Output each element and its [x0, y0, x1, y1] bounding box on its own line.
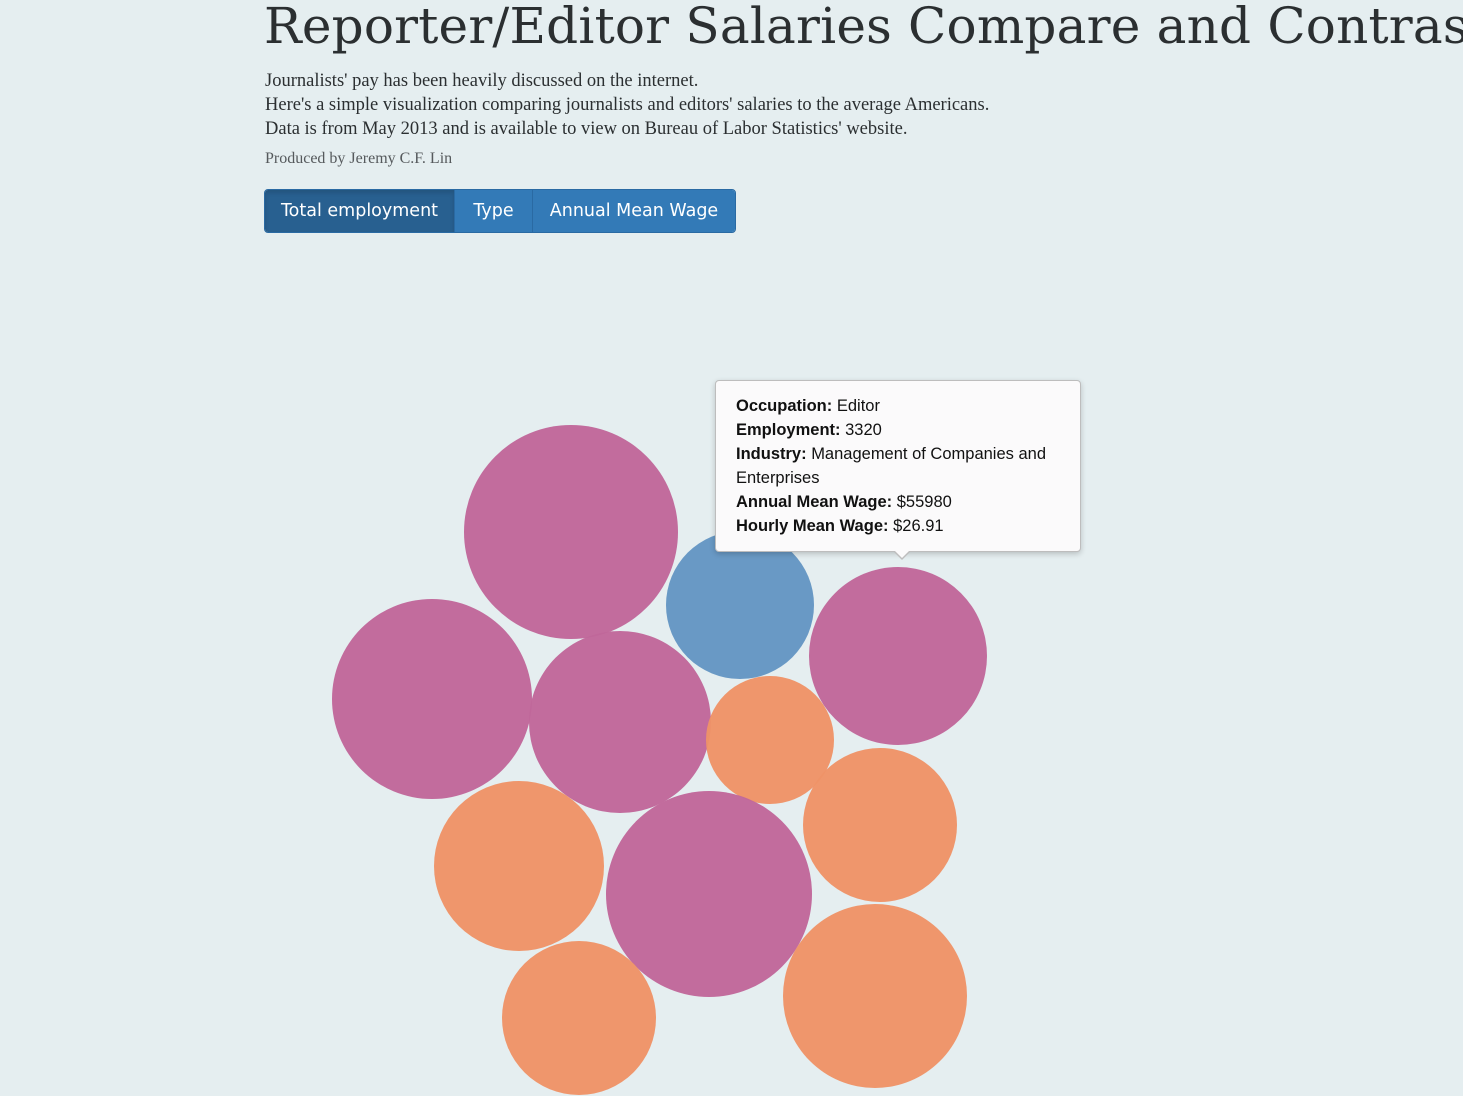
intro-line-1: Journalists' pay has been heavily discus…	[265, 71, 699, 91]
tooltip-pointer-fill	[894, 550, 910, 558]
tooltip-occupation-label: Occupation:	[736, 397, 833, 415]
bubble-magenta-1[interactable]	[464, 425, 678, 639]
bubble-orange-11[interactable]	[783, 904, 967, 1088]
intro-text: Journalists' pay has been heavily discus…	[265, 69, 989, 141]
bubble-orange-10[interactable]	[502, 941, 656, 1095]
bubble-blue-2[interactable]	[666, 531, 814, 679]
tooltip-employment-value: 3320	[845, 421, 882, 439]
tooltip-hourly-label: Hourly Mean Wage:	[736, 517, 889, 535]
bubble-magenta-3[interactable]	[332, 599, 532, 799]
grouping-button-group: Total employment Type Annual Mean Wage	[264, 189, 736, 233]
page-title: Reporter/Editor Salaries Compare and Con…	[264, 0, 1463, 55]
total-employment-button[interactable]: Total employment	[265, 190, 455, 232]
bubble-orange-9[interactable]	[803, 748, 957, 902]
tooltip-annual-value: $55980	[896, 493, 952, 511]
tooltip-industry-value: Management of Companies and Enterprises	[736, 445, 1046, 487]
tooltip-occupation-value: Editor	[836, 397, 880, 415]
bubble-orange-6[interactable]	[706, 676, 834, 804]
type-button[interactable]: Type	[455, 190, 533, 232]
bubble-magenta-5[interactable]	[809, 567, 987, 745]
tooltip-employment: Employment: 3320	[736, 418, 1060, 442]
tooltip-hourly-wage: Hourly Mean Wage: $26.91	[736, 514, 1060, 538]
tooltip-hourly-value: $26.91	[893, 517, 944, 535]
tooltip-employment-label: Employment:	[736, 421, 841, 439]
bubble-magenta-4[interactable]	[529, 631, 711, 813]
tooltip-industry-label: Industry:	[736, 445, 807, 463]
intro-line-2: Here's a simple visualization comparing …	[265, 95, 990, 115]
intro-line-3: Data is from May 2013 and is available t…	[265, 119, 908, 139]
tooltip-industry: Industry: Management of Companies and En…	[736, 442, 1060, 490]
tooltip-annual-wage: Annual Mean Wage: $55980	[736, 490, 1060, 514]
bubble-orange-7[interactable]	[434, 781, 604, 951]
bubble-tooltip: Occupation: Editor Employment: 3320 Indu…	[715, 380, 1081, 560]
bubble-magenta-8[interactable]	[606, 791, 812, 997]
author-credit: Produced by Jeremy C.F. Lin	[265, 150, 453, 167]
tooltip-annual-label: Annual Mean Wage:	[736, 493, 893, 511]
tooltip-occupation: Occupation: Editor	[736, 394, 1060, 418]
annual-mean-wage-button[interactable]: Annual Mean Wage	[533, 190, 735, 232]
